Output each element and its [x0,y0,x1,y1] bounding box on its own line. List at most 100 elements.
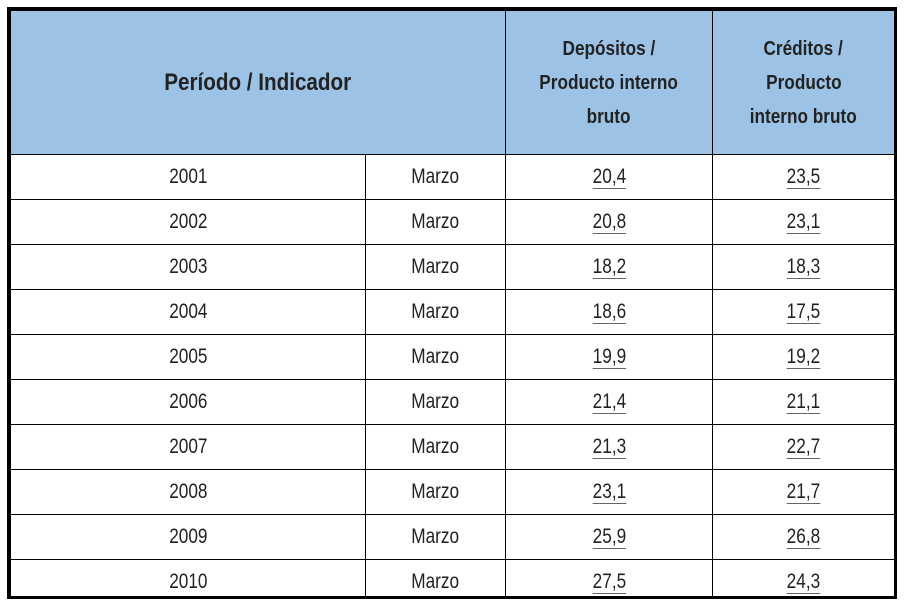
deposits-ratio-cell: 25,9 [505,514,714,560]
year-cell-value: 2003 [168,255,208,278]
month-cell-value: Marzo [411,255,460,278]
header-deposits-line-1: Depósitos / [562,37,656,60]
month-cell: Marzo [364,199,507,245]
table-row: 2003 Marzo 18,2 18,3 [10,244,894,290]
credits-ratio-cell-value: 19,2 [786,345,821,369]
year-cell-value: 2005 [168,345,208,368]
year-cell: 2010 [10,559,366,596]
credits-ratio-cell: 23,5 [712,154,894,200]
header-deposits-gdp: Depósitos / Producto interno bruto [505,10,714,155]
year-cell: 2002 [10,199,366,245]
credits-ratio-cell-value: 24,3 [786,570,821,594]
year-cell: 2001 [10,154,366,200]
deposits-ratio-cell-value: 20,8 [592,210,626,234]
month-cell: Marzo [364,379,507,425]
deposits-ratio-cell: 18,6 [505,289,714,335]
deposits-ratio-cell: 18,2 [505,244,714,290]
deposits-ratio-cell: 19,9 [505,334,714,380]
deposits-ratio-cell-value: 21,4 [592,390,626,414]
deposits-ratio-cell-value: 21,3 [592,435,626,459]
month-cell-value: Marzo [411,165,460,188]
table-row: 2007 Marzo 21,3 22,7 [10,424,894,470]
deposits-ratio-cell-value: 20,4 [592,165,626,189]
header-credits-line-1: Créditos / [763,37,844,60]
deposits-ratio-cell: 20,4 [505,154,714,200]
month-cell: Marzo [364,244,507,290]
month-cell: Marzo [364,559,507,596]
month-cell: Marzo [364,289,507,335]
table-header-row: Período / Indicador Depósitos / Producto… [10,10,894,155]
credits-ratio-cell: 26,8 [712,514,894,560]
year-cell: 2007 [10,424,366,470]
year-cell: 2009 [10,514,366,560]
month-cell: Marzo [364,334,507,380]
header-credits-line-3: interno bruto [750,105,858,128]
month-cell-value: Marzo [411,390,460,413]
table-row: 2001 Marzo 20,4 23,5 [10,154,894,200]
credits-ratio-cell: 21,1 [712,379,894,425]
table-row: 2006 Marzo 21,4 21,1 [10,379,894,425]
year-cell-value: 2004 [168,300,208,323]
deposits-ratio-cell-value: 18,2 [592,255,626,279]
data-table-frame: Período / Indicador Depósitos / Producto… [7,7,897,599]
year-cell: 2003 [10,244,366,290]
credits-ratio-cell: 21,7 [712,469,894,515]
table-body: 2001 Marzo 20,4 23,5 2002 Marzo 20,8 23,1 2003 Ma… [10,154,894,596]
deposits-ratio-cell-value: 18,6 [592,300,626,324]
credits-ratio-cell-value: 17,5 [786,300,821,324]
header-period-label: Período / Indicador [164,68,352,96]
deposits-ratio-cell: 27,5 [505,559,714,596]
table-row: 2004 Marzo 18,6 17,5 [10,289,894,335]
year-cell: 2004 [10,289,366,335]
month-cell: Marzo [364,154,507,200]
month-cell: Marzo [364,469,507,515]
month-cell-value: Marzo [411,480,460,503]
header-deposits-line-3: bruto [587,105,631,128]
year-cell-value: 2010 [168,570,208,593]
credits-ratio-cell: 19,2 [712,334,894,380]
table-row: 2010 Marzo 27,5 24,3 [10,559,894,596]
month-cell-value: Marzo [411,300,460,323]
credits-ratio-cell: 24,3 [712,559,894,596]
deposits-ratio-cell-value: 19,9 [592,345,626,369]
year-cell-value: 2008 [168,480,208,503]
year-cell: 2005 [10,334,366,380]
deposits-ratio-cell: 23,1 [505,469,714,515]
credits-ratio-cell-value: 21,7 [786,480,821,504]
month-cell-value: Marzo [411,345,460,368]
month-cell: Marzo [364,424,507,470]
month-cell-value: Marzo [411,570,460,593]
deposits-ratio-cell-value: 27,5 [592,570,626,594]
table-row: 2005 Marzo 19,9 19,2 [10,334,894,380]
year-cell: 2006 [10,379,366,425]
header-credits-gdp: Créditos / Producto interno bruto [712,10,894,155]
credits-ratio-cell: 17,5 [712,289,894,335]
year-cell: 2008 [10,469,366,515]
credits-ratio-cell-value: 21,1 [786,390,821,414]
deposits-ratio-cell-value: 25,9 [592,525,626,549]
deposits-ratio-cell: 21,3 [505,424,714,470]
header-credits-line-2: Producto [765,71,842,94]
data-table: Período / Indicador Depósitos / Producto… [10,10,894,596]
month-cell-value: Marzo [411,525,460,548]
credits-ratio-cell: 23,1 [712,199,894,245]
credits-ratio-cell-value: 18,3 [786,255,821,279]
deposits-ratio-cell: 20,8 [505,199,714,245]
year-cell-value: 2006 [168,390,208,413]
month-cell: Marzo [364,514,507,560]
header-period-indicator: Período / Indicador [10,10,507,155]
year-cell-value: 2002 [168,210,208,233]
header-deposits-line-2: Producto interno [539,71,679,94]
table-row: 2008 Marzo 23,1 21,7 [10,469,894,515]
credits-ratio-cell-value: 26,8 [786,525,821,549]
credits-ratio-cell-value: 22,7 [786,435,821,459]
month-cell-value: Marzo [411,210,460,233]
table-row: 2002 Marzo 20,8 23,1 [10,199,894,245]
year-cell-value: 2001 [168,165,208,188]
credits-ratio-cell-value: 23,1 [786,210,821,234]
month-cell-value: Marzo [411,435,460,458]
deposits-ratio-cell: 21,4 [505,379,714,425]
credits-ratio-cell: 18,3 [712,244,894,290]
year-cell-value: 2009 [168,525,208,548]
year-cell-value: 2007 [168,435,208,458]
